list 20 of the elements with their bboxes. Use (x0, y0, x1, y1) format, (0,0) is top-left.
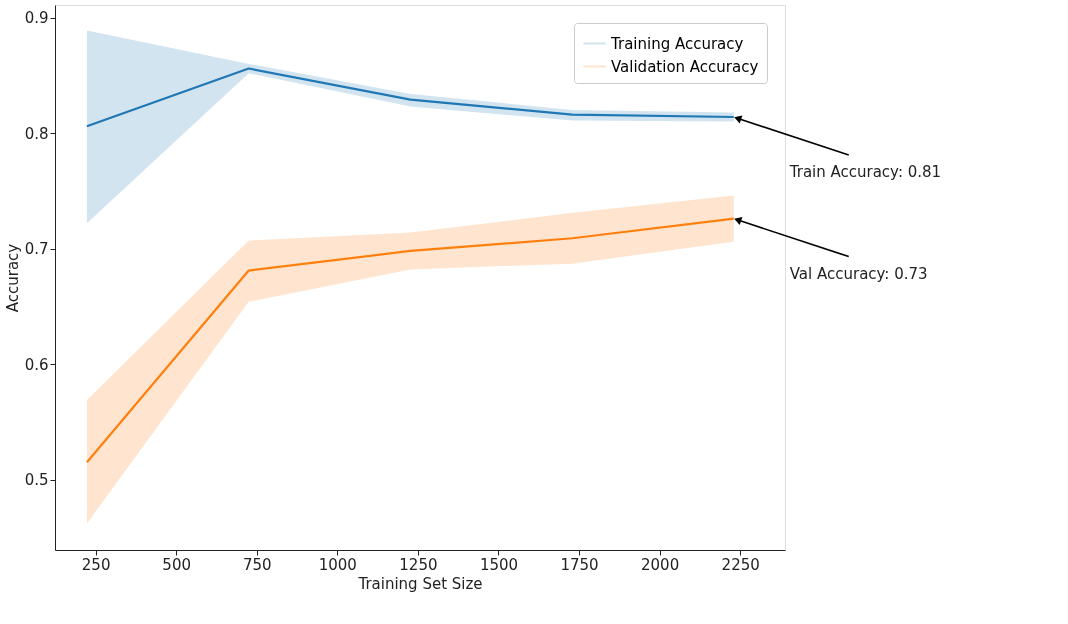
x-tick-label: 1500 (479, 555, 519, 574)
x-axis-title: Training Set Size (357, 574, 483, 593)
y-tick-label: 0.6 (24, 355, 49, 374)
x-tick-label: 2000 (641, 555, 680, 574)
y-tick-label: 0.9 (24, 9, 49, 28)
x-tick-label: 1000 (318, 555, 357, 574)
x-tick-label: 250 (81, 555, 111, 574)
y-tick-label: 0.8 (24, 124, 49, 143)
x-tick-label: 2250 (721, 555, 760, 574)
y-tick-label: 0.5 (24, 471, 49, 490)
x-tick-label: 1250 (399, 555, 438, 574)
y-axis-title: Accuracy (3, 243, 22, 313)
legend-label: Training Accuracy (610, 34, 744, 53)
annotation: Val Accuracy: 0.73 (789, 264, 928, 283)
y-tick-label: 0.7 (24, 240, 49, 259)
x-tick-label: 500 (162, 555, 191, 574)
x-tick-label: 1750 (560, 555, 599, 574)
annotation: Train Accuracy: 0.81 (788, 163, 942, 181)
x-tick-label: 750 (242, 555, 272, 574)
legend-label: Validation Accuracy (611, 57, 759, 76)
